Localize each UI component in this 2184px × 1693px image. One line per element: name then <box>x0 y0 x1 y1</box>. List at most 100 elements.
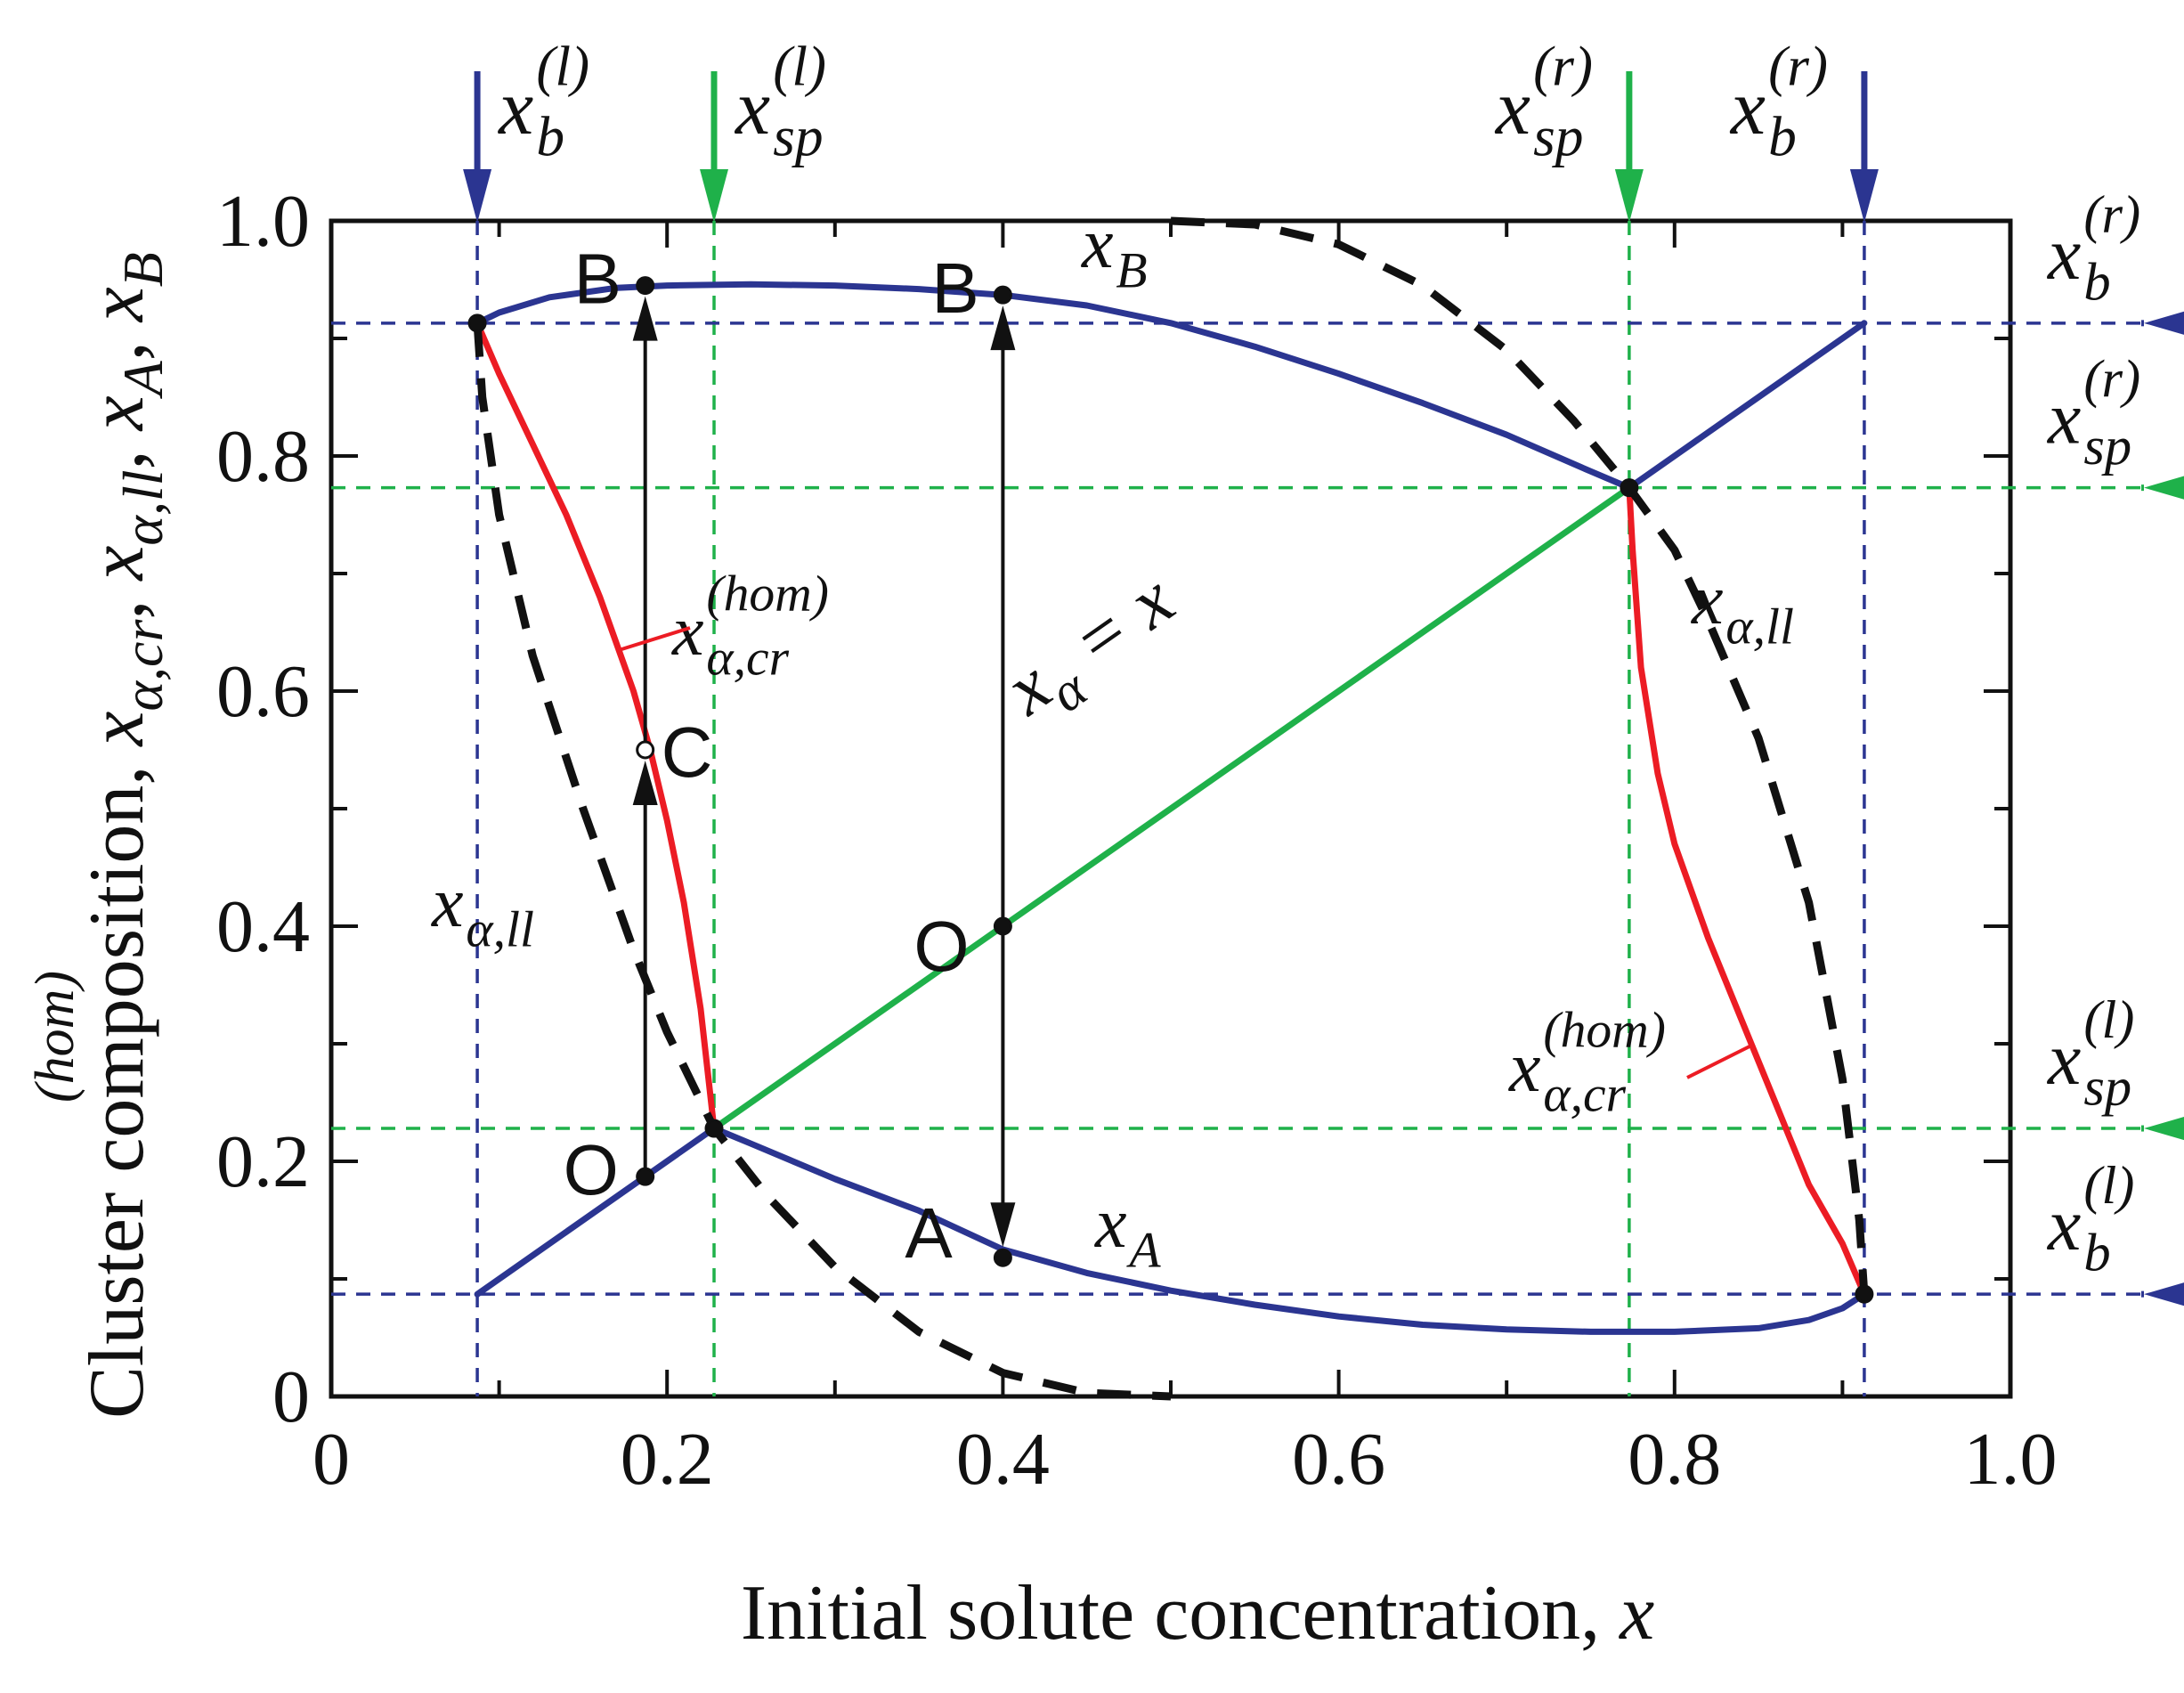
y-marker-label-var: x <box>2046 213 2081 296</box>
data-point <box>993 916 1012 936</box>
x-marker-label-var: x <box>497 65 533 151</box>
annotation-xcr-left-sub: α,cr <box>706 630 789 686</box>
data-point <box>993 285 1012 305</box>
annotation-diagonal: xα = x <box>989 558 1197 744</box>
x-marker-label: x (l) sp <box>734 35 826 167</box>
y-marker-label-var: x <box>2046 378 2081 460</box>
x-marker-arrowhead <box>700 169 729 223</box>
vertical-arrowhead <box>990 1202 1016 1248</box>
svg-text:xα = x: xα = x <box>989 558 1197 744</box>
y-tick-label: 0.8 <box>216 415 310 498</box>
y-axis-title: Cluster composition, xα,cr, xα,ll, xA, x… <box>25 252 175 1419</box>
x-marker-label-var: x <box>734 65 770 151</box>
x-marker-label-sup: (r) <box>1533 35 1593 97</box>
y-marker-label: x (l) b <box>2046 1156 2134 1283</box>
annotation-xll-right-sub: α,ll <box>1725 598 1794 655</box>
annotation-xB-var: x <box>1081 205 1114 283</box>
data-point <box>993 1248 1012 1267</box>
x-tick-label: 1.0 <box>1964 1418 2058 1501</box>
data-point <box>636 740 655 760</box>
annotation-xB-sub: B <box>1116 242 1147 298</box>
x-marker-label-var: x <box>1494 65 1530 151</box>
annotation-xll-left-var: x <box>431 864 464 942</box>
x-marker-label: x (r) b <box>1729 35 1828 167</box>
y-marker-arrowhead <box>2144 1282 2184 1306</box>
vertical-arrowhead <box>632 761 658 805</box>
y-axis-title-sup: (hom) <box>25 971 85 1103</box>
svg-text:Cluster composition, xα,cr, xα: Cluster composition, xα,cr, xα,ll, xA, x… <box>74 252 175 1419</box>
x-marker-label-var: x <box>1729 65 1766 151</box>
y-tick-label: 0 <box>272 1355 310 1438</box>
point-label: B <box>931 248 978 328</box>
x-tick-label: 0.6 <box>1292 1418 1385 1501</box>
y-tick-label: 0.2 <box>216 1120 310 1203</box>
x-marker-arrowhead <box>1849 169 1879 223</box>
y-tick-label: 1.0 <box>216 180 310 263</box>
x-tick-label: 0 <box>313 1418 350 1501</box>
data-point <box>1620 478 1639 498</box>
annotation-xcr-right-sup: (hom) <box>1543 1002 1666 1058</box>
y-marker-label-sup: (l) <box>2083 1156 2134 1216</box>
y-marker-label: x (r) b <box>2046 185 2140 313</box>
y-marker-label: x (r) sp <box>2046 350 2140 477</box>
annotation-xll-right: x α,ll <box>1691 561 1794 655</box>
y-marker-label-var: x <box>2046 1184 2081 1266</box>
series-xcr_right <box>1626 484 1868 1298</box>
data-point <box>704 1119 724 1138</box>
x-marker-label-sub: sp <box>773 106 823 168</box>
annotation-xll-left-sub: α,ll <box>466 901 534 957</box>
x-marker-label: x (l) b <box>497 35 589 167</box>
y-marker-label-sup: (r) <box>2083 350 2140 410</box>
y-marker-label-sub: b <box>2083 252 2110 312</box>
vertical-arrowhead <box>990 305 1016 351</box>
y-marker-label-sub: sp <box>2083 417 2131 476</box>
series-xA <box>710 1125 1868 1335</box>
y-marker-label-sub: b <box>2083 1224 2110 1283</box>
series-xcr_left <box>474 320 718 1132</box>
annotation-xA-sub: A <box>1125 1222 1161 1278</box>
x-axis-title: Initial solute concentration, x <box>741 1570 1654 1656</box>
y-marker-label-sup: (r) <box>2083 185 2140 245</box>
x-tick-label: 0.8 <box>1628 1418 1721 1501</box>
x-marker-label-sub: b <box>536 106 564 168</box>
series-diag_right <box>1626 320 1868 492</box>
data-point <box>467 313 487 333</box>
data-point <box>636 1167 655 1186</box>
x-marker-label-sup: (l) <box>773 35 826 97</box>
series-xll_right <box>1170 216 1869 1295</box>
series-diag_mid <box>710 484 1633 1132</box>
y-marker-arrowhead <box>2144 311 2184 335</box>
annotation-xcr-left-sup: (hom) <box>706 566 829 622</box>
x-marker-label: x (r) sp <box>1494 35 1593 167</box>
y-marker-label-sup: (l) <box>2083 990 2134 1050</box>
annotation-xcr-right: x (hom) α,cr <box>1508 1002 1666 1122</box>
x-marker-label-sub: sp <box>1533 106 1583 168</box>
y-marker-label-sub: sp <box>2083 1058 2131 1118</box>
series-xll_left <box>473 322 1172 1401</box>
annotation-xcr-left: x (hom)α,cr <box>671 566 829 686</box>
annotation-xA-var: x <box>1094 1184 1127 1263</box>
annotation-xcr-right-var: x <box>1508 1029 1541 1107</box>
vertical-arrowhead <box>632 296 658 341</box>
annotation-leader-right <box>1686 1045 1750 1079</box>
data-point <box>1855 1284 1874 1304</box>
y-marker-label-var: x <box>2046 1018 2081 1101</box>
x-marker-label-sup: (l) <box>536 35 589 97</box>
annotation-xll-right-var: x <box>1691 561 1724 639</box>
x-marker-label-sub: b <box>1768 106 1797 168</box>
point-label: O <box>564 1130 619 1209</box>
point-label: A <box>905 1193 953 1273</box>
y-tick-label: 0.6 <box>216 650 310 733</box>
point-label: C <box>662 712 713 792</box>
y-marker-label: x (l) sp <box>2046 990 2134 1118</box>
data-point <box>636 276 655 296</box>
x-tick-label: 0.4 <box>956 1418 1050 1501</box>
annotation-leader-left <box>618 626 691 652</box>
annotation-xcr-right-sub: α,cr <box>1543 1066 1626 1122</box>
x-tick-label: 0.2 <box>621 1418 714 1501</box>
point-label: O <box>913 907 969 986</box>
y-marker-arrowhead <box>2144 476 2184 500</box>
annotation-xll-left: x α,ll <box>431 864 534 957</box>
